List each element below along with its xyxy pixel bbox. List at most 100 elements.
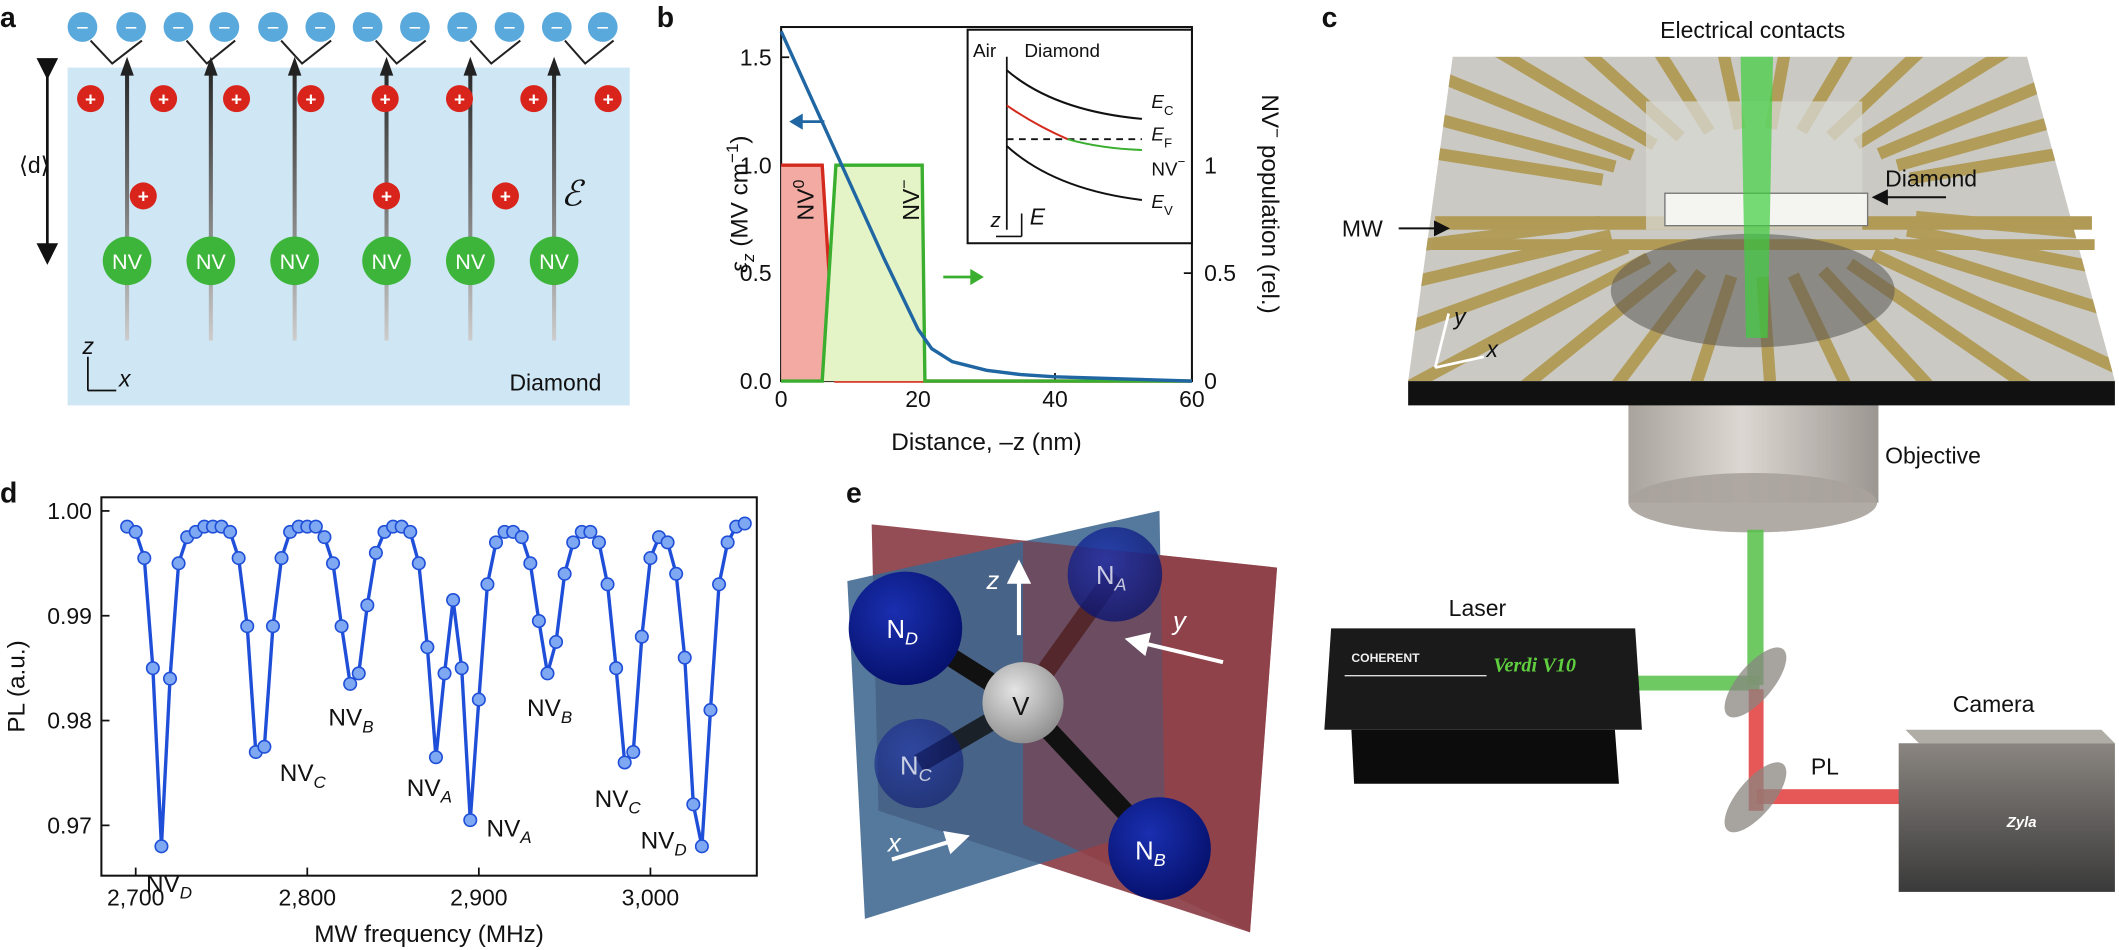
y-tick-label: 1.5 — [740, 44, 772, 70]
data-point — [145, 661, 160, 676]
laser-base — [1351, 729, 1619, 784]
data-point — [334, 619, 349, 634]
nv-label: NV — [455, 249, 486, 274]
panel-label: d — [0, 478, 17, 510]
data-point — [523, 556, 538, 571]
dip-label: NVC — [595, 786, 642, 818]
charge-sign: + — [454, 89, 465, 110]
population-area — [781, 165, 1192, 382]
charge-link — [280, 39, 332, 65]
level-label: NV− — [1151, 154, 1185, 180]
charge-sign: + — [381, 187, 392, 208]
data-point — [712, 577, 727, 592]
text-part: B — [362, 717, 373, 736]
text-part: NV — [146, 871, 181, 898]
laser-label: Laser — [1449, 595, 1507, 621]
data-point — [686, 797, 701, 812]
electron — [587, 12, 618, 42]
text-part: − — [896, 179, 914, 188]
charge-sign: + — [85, 89, 96, 110]
electron-sign: − — [125, 15, 138, 40]
x-tick-label: 40 — [1042, 386, 1068, 412]
text-part: F — [1164, 135, 1172, 150]
charge-sign: + — [528, 89, 539, 110]
data-point — [154, 839, 169, 854]
electron-sign: − — [409, 15, 422, 40]
data-point — [514, 530, 529, 545]
field-arrowhead — [379, 56, 394, 76]
level-label: EC — [1151, 92, 1174, 118]
text-part: D — [180, 884, 192, 903]
text-part: N — [900, 752, 919, 780]
atom-label: NB — [1135, 837, 1166, 870]
data-point — [308, 519, 323, 534]
inset-frame — [966, 28, 1193, 245]
x-tick-label: 3,000 — [622, 884, 679, 910]
electrode — [1870, 248, 2115, 382]
panel-label: e — [846, 478, 862, 510]
electron — [116, 12, 146, 42]
electron-sign: − — [76, 15, 89, 40]
positive-charge — [77, 85, 105, 113]
charge-sign: + — [158, 89, 169, 110]
electrode — [1408, 241, 1630, 372]
data-point — [428, 750, 443, 765]
field-arrowhead — [204, 56, 218, 76]
inset-label: Air — [973, 41, 996, 62]
text-part: NV — [1151, 160, 1178, 181]
level-label: EV — [1151, 192, 1173, 218]
data-point — [703, 703, 718, 718]
laser-brand: COHERENT — [1351, 651, 1420, 665]
electron — [209, 12, 240, 42]
text-part: D — [674, 840, 686, 859]
text-part: NV — [1256, 94, 1283, 129]
data-point — [737, 516, 752, 531]
dip-label: NVD — [641, 828, 687, 860]
vacancy — [982, 662, 1064, 744]
axis-z-label: z — [81, 333, 94, 359]
field-arrowhead — [287, 56, 302, 76]
data-point — [694, 839, 709, 854]
x-axis-label: Distance, –z (nm) — [891, 429, 1082, 456]
atom — [848, 571, 963, 686]
electron-sign: − — [218, 15, 231, 40]
band-ec — [1006, 69, 1143, 120]
data-point — [437, 666, 452, 681]
data-point — [274, 551, 289, 566]
positive-charge — [223, 85, 251, 113]
plane-red-front — [1023, 540, 1278, 933]
y-tick-label: 1.0 — [740, 152, 772, 178]
text-part: A — [440, 788, 452, 807]
data-point — [171, 556, 186, 571]
positive-charge — [373, 182, 401, 210]
nv-centre — [445, 236, 495, 286]
electron — [400, 12, 430, 42]
axis-x — [891, 830, 970, 862]
field-arrowhead — [547, 56, 561, 76]
electrode — [1408, 252, 1652, 382]
data-point — [265, 619, 280, 634]
data-point — [317, 530, 332, 545]
data-point — [403, 524, 418, 539]
nv-centre — [186, 236, 236, 286]
data-point — [240, 619, 255, 634]
text-part: z — [739, 253, 758, 263]
diamond-label: Diamond — [1885, 165, 1977, 191]
electron — [541, 12, 572, 42]
text-part: B — [561, 708, 572, 727]
electron — [494, 12, 525, 42]
text-part: C — [1164, 103, 1174, 118]
mirror — [1724, 762, 1787, 833]
inset-axis-label: z — [990, 210, 1001, 232]
charge-link — [185, 39, 236, 65]
text-part: D — [905, 629, 918, 649]
charge-sign: + — [603, 89, 614, 110]
electron — [447, 12, 478, 42]
charge-sign: + — [231, 89, 242, 110]
x-tick-label: 2,700 — [107, 884, 164, 910]
electrode — [1408, 56, 1635, 161]
annotation: NV0 — [790, 180, 818, 221]
axis-y — [1433, 313, 1451, 368]
electron-sign: − — [361, 15, 374, 40]
